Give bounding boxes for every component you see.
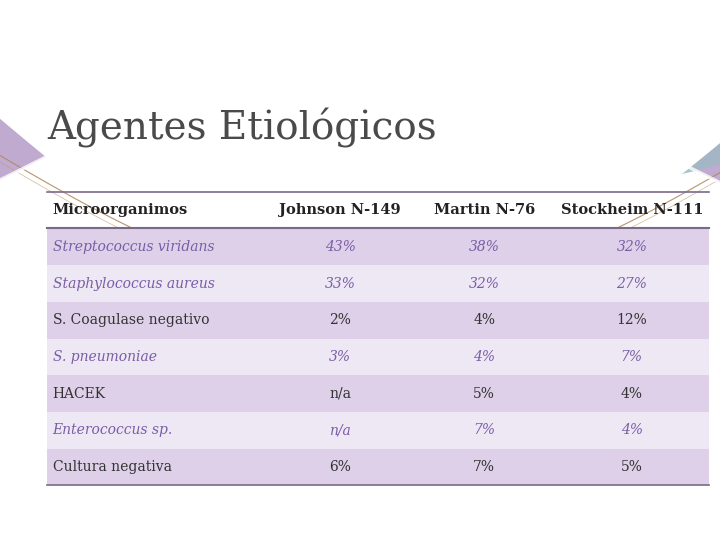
Text: 32%: 32% [469, 276, 500, 291]
Text: 5%: 5% [473, 387, 495, 401]
Text: 7%: 7% [473, 423, 495, 437]
Text: 33%: 33% [325, 276, 356, 291]
Text: Johnson N-149: Johnson N-149 [279, 203, 401, 217]
Text: 4%: 4% [473, 350, 495, 364]
Text: HACEK: HACEK [53, 387, 106, 401]
Text: n/a: n/a [329, 423, 351, 437]
Text: Staphylococcus aureus: Staphylococcus aureus [53, 276, 215, 291]
Text: Agentes Etiológicos: Agentes Etiológicos [47, 108, 436, 148]
Text: 27%: 27% [616, 276, 647, 291]
Text: Enterococcus sp.: Enterococcus sp. [53, 423, 173, 437]
Text: 5%: 5% [621, 460, 643, 474]
Bar [47, 302, 709, 339]
Bar [47, 375, 709, 412]
Text: Microorganimos: Microorganimos [53, 203, 188, 217]
Text: Stockheim N-111: Stockheim N-111 [561, 203, 703, 217]
Text: 2%: 2% [329, 313, 351, 327]
Polygon shape [0, 0, 720, 270]
Text: S. pneumoniae: S. pneumoniae [53, 350, 156, 364]
Text: Cultura negativa: Cultura negativa [53, 460, 171, 474]
Text: S. Coagulase negativo: S. Coagulase negativo [53, 313, 209, 327]
Text: 3%: 3% [329, 350, 351, 364]
Text: 7%: 7% [473, 460, 495, 474]
Polygon shape [216, 0, 720, 184]
Bar [47, 228, 709, 265]
Text: 12%: 12% [616, 313, 647, 327]
Text: Streptococcus viridans: Streptococcus viridans [53, 240, 214, 254]
Bar [47, 449, 709, 485]
Text: 4%: 4% [473, 313, 495, 327]
Text: Martin N-76: Martin N-76 [433, 203, 535, 217]
Text: n/a: n/a [329, 387, 351, 401]
Text: 4%: 4% [621, 387, 643, 401]
Bar [47, 339, 709, 375]
Text: 7%: 7% [621, 350, 643, 364]
Polygon shape [0, 0, 720, 183]
Bar [47, 412, 709, 449]
Text: 43%: 43% [325, 240, 356, 254]
Text: 32%: 32% [616, 240, 647, 254]
Bar [47, 265, 709, 302]
Text: 6%: 6% [329, 460, 351, 474]
Text: 4%: 4% [621, 423, 643, 437]
Text: 38%: 38% [469, 240, 500, 254]
